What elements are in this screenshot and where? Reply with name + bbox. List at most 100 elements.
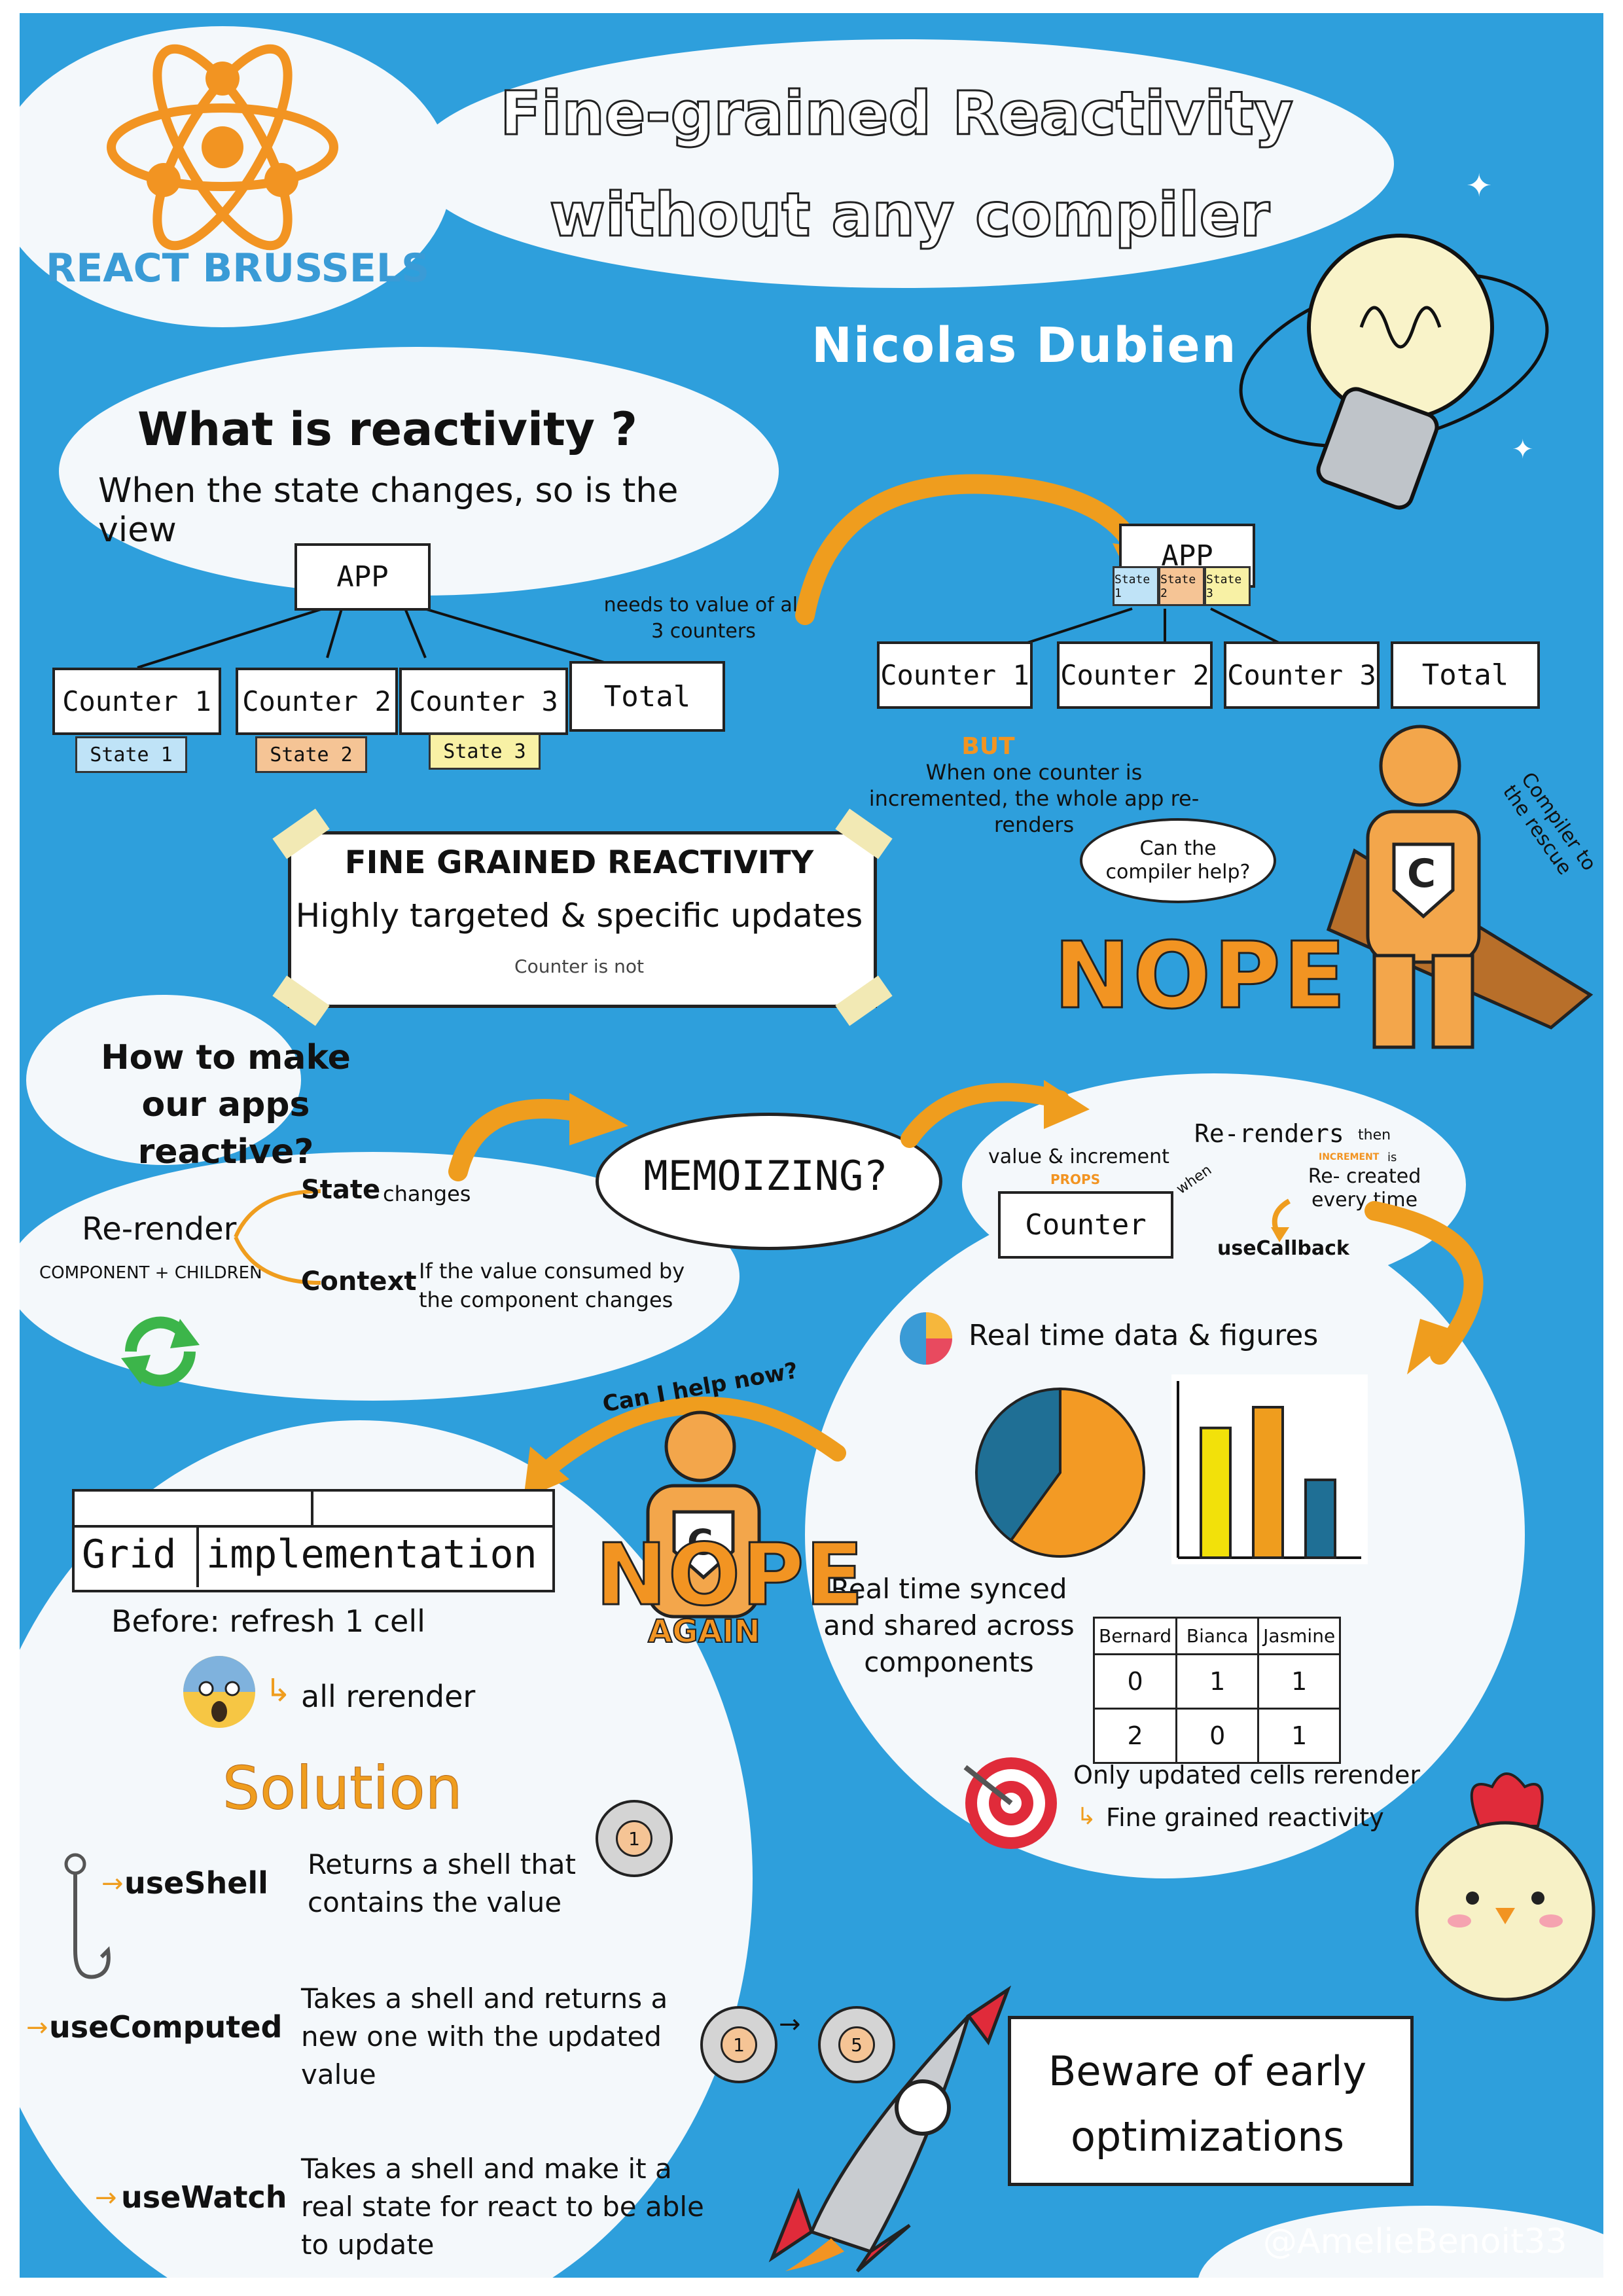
artist-credit: @AmelieBenoit33 <box>1263 2222 1567 2261</box>
before-text: Before: refresh 1 cell <box>111 1604 425 1639</box>
tree2-state-1: State 1 <box>1113 566 1159 606</box>
tree2-counter-2: Counter 2 <box>1057 641 1213 709</box>
table-cell: 0 <box>1092 1653 1178 1710</box>
helper-hero-icon: C <box>646 1410 761 1619</box>
bar <box>1304 1479 1336 1559</box>
scared-face-icon <box>183 1656 255 1728</box>
logo-text: REACT BRUSSELS <box>46 245 430 291</box>
target-icon <box>963 1757 1057 1849</box>
hook-name-usecomputed: useComputed <box>49 2009 283 2045</box>
again-text: AGAIN <box>647 1613 761 1651</box>
grid-divider <box>196 1525 199 1587</box>
rerenders-label: Re-renders <box>1194 1119 1344 1148</box>
nope-again-text: NOPE <box>595 1524 865 1626</box>
shell-icon: 1 <box>700 2006 777 2083</box>
tree1-connectors <box>137 601 622 669</box>
svg-text:C: C <box>687 1522 713 1563</box>
bullet-arrow-icon: → <box>95 2183 117 2213</box>
pie-slice <box>975 1387 1061 1543</box>
hook-desc-usecomputed: Takes a shell and returns a new one with… <box>301 1982 668 2090</box>
arrow-to-counter <box>901 1080 1090 1148</box>
hook-desc-usewatch: Takes a shell and make it a real state f… <box>301 2153 704 2261</box>
bar <box>1200 1426 1232 1559</box>
hook-name-useshell: useShell <box>124 1865 268 1901</box>
increment-tag: INCREMENT <box>1319 1152 1380 1162</box>
then-label: then <box>1358 1127 1391 1143</box>
tree1-total: Total <box>569 661 725 732</box>
svg-text:C: C <box>1407 851 1436 897</box>
hook-desc-useshell: Returns a shell that contains the value <box>308 1848 577 1918</box>
but-label: BUT <box>961 733 1015 760</box>
tree2-state-3: State 3 <box>1204 566 1251 606</box>
state-label: State <box>301 1175 381 1205</box>
tree2-state-2: State 2 <box>1158 566 1205 606</box>
shell-value: 5 <box>838 2026 875 2063</box>
branch-arrows <box>234 1189 321 1285</box>
shell-value: 1 <box>616 1820 652 1857</box>
tree1-app: APP <box>294 543 431 611</box>
svg-text:✦: ✦ <box>1466 168 1492 204</box>
fine-grained-card <box>288 831 877 1008</box>
pie-chart <box>975 1387 1145 1558</box>
compiler-question-bubble: Can the compiler help? <box>1080 818 1276 903</box>
tree2-counter-3: Counter 3 <box>1224 641 1380 709</box>
reactivity-definition: When the state changes, so is the view <box>98 471 679 550</box>
sketchnote-canvas: REACT BRUSSELS Fine-grained Reactivity w… <box>20 13 1603 2278</box>
fine-grained-title: FINE GRAINED REACTIVITY <box>344 844 814 881</box>
scores-table: Bernard Bianca Jasmine 0 1 1 2 0 1 <box>1092 1617 1342 1764</box>
bar <box>1252 1406 1284 1559</box>
refresh-icon <box>121 1316 200 1387</box>
app-logo-icon <box>900 1312 952 1365</box>
speaker-name: Nicolas Dubien <box>812 317 1238 374</box>
compiler-hero-icon: C <box>1326 725 1594 1049</box>
arrow-right-icon: → <box>779 2009 801 2039</box>
grid-header-row <box>72 1489 555 1530</box>
bar-chart <box>1177 1381 1361 1559</box>
table-cell: 0 <box>1175 1708 1260 1764</box>
tree2-total: Total <box>1391 641 1540 709</box>
rerender-label: Re-render <box>82 1211 237 1247</box>
tree1-state-3: State 3 <box>429 733 541 770</box>
shell-icon: 5 <box>818 2006 895 2083</box>
hook-name-usewatch: useWatch <box>121 2179 287 2215</box>
tree1-counter-1: Counter 1 <box>52 668 221 735</box>
table-cell: 1 <box>1257 1653 1342 1710</box>
table-header-row: Bernard Bianca Jasmine <box>1092 1617 1342 1655</box>
fine-grained-note: Counter is not <box>514 956 644 977</box>
realtime-title: Real time data & figures <box>969 1319 1319 1352</box>
nope-text: NOPE <box>1053 922 1349 1031</box>
tree1-counter-2: Counter 2 <box>236 668 398 735</box>
solution-text: Solution <box>223 1754 463 1823</box>
props-text: value & increment <box>988 1145 1169 1168</box>
tree1-state-1: State 1 <box>75 736 187 773</box>
fine-grained-reactivity-text: Fine grained reactivity <box>1106 1803 1384 1832</box>
react-brussels-logo-icon <box>107 44 338 251</box>
table-cell: 1 <box>1175 1653 1260 1710</box>
shell-value: 1 <box>721 2026 757 2063</box>
cloud <box>412 39 1394 288</box>
beware-card <box>1008 2016 1414 2186</box>
pie-slice <box>1008 1387 1145 1558</box>
total-note: needs to value of all 3 counters <box>603 594 804 643</box>
table-row: 0 1 1 <box>1092 1653 1342 1710</box>
svg-text:✦: ✦ <box>1512 435 1534 465</box>
grid-divider <box>311 1489 313 1525</box>
fine-grained-subtitle: Highly targeted & specific updates <box>295 897 863 935</box>
usecallback-label: useCallback <box>1217 1237 1349 1260</box>
arrow-curve-icon: ↳ <box>265 1672 292 1709</box>
arrow-to-memoizing <box>448 1093 628 1181</box>
props-tag: PROPS <box>1050 1172 1101 1187</box>
lightbulb-icon: ✦ ✦ <box>1239 168 1549 510</box>
bullet-arrow-icon: → <box>26 2013 48 2043</box>
rocket-icon <box>768 1985 1012 2272</box>
context-label: Context <box>301 1266 417 1297</box>
table-cell: 1 <box>1257 1708 1342 1764</box>
grid-title-right: implementation <box>206 1532 537 1577</box>
arrow-curve-icon: ↳ <box>1077 1803 1097 1830</box>
recreated-text: Re- created every time <box>1308 1165 1421 1211</box>
howto-question: How to make our apps reactive? <box>101 1038 351 1172</box>
shell-icon: 1 <box>596 1800 673 1877</box>
tree2-counter-1: Counter 1 <box>877 641 1033 709</box>
arrow-down-icon <box>1271 1198 1291 1242</box>
only-updated-text: Only updated cells rerender <box>1073 1761 1421 1789</box>
